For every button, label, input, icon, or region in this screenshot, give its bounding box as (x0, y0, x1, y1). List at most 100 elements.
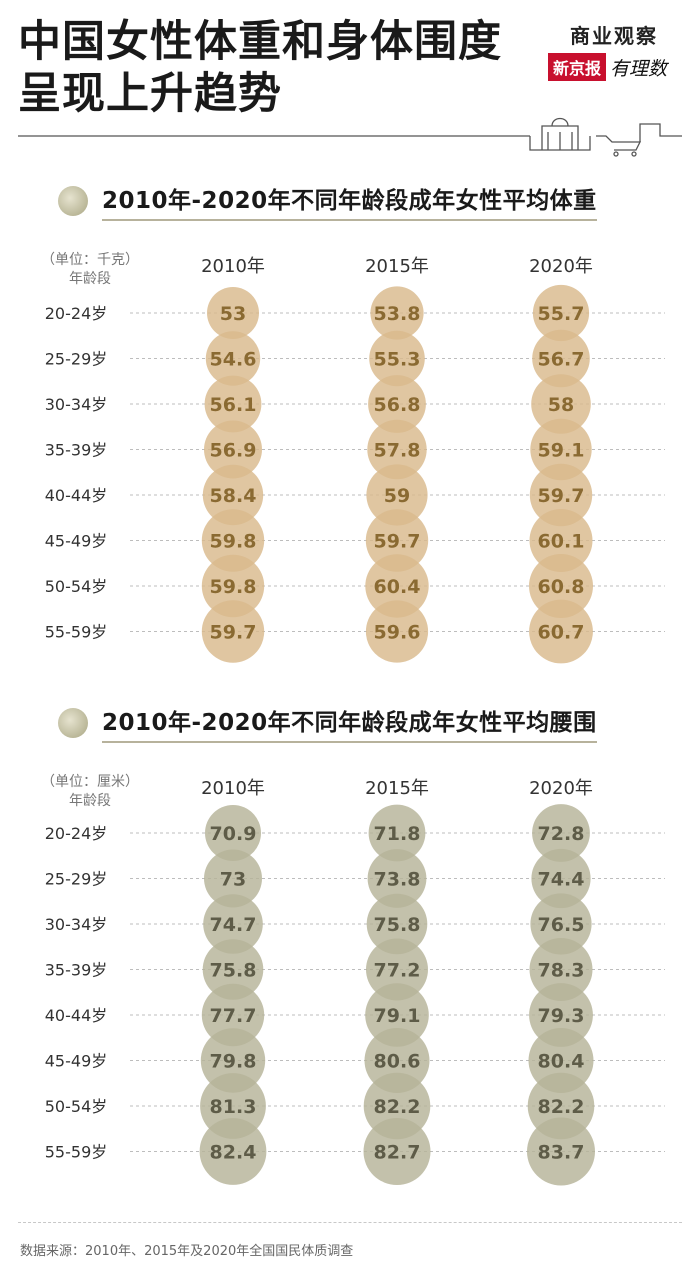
data-value-label: 60.4 (374, 576, 421, 598)
year-header: 2015年 (365, 256, 429, 277)
data-bubble (204, 849, 262, 908)
data-value-label: 60.8 (538, 576, 585, 598)
data-value-label: 72.8 (538, 823, 585, 845)
year-header: 2010年 (201, 778, 265, 799)
brand-logo: 商业观察 新京报 有理数 (548, 20, 680, 81)
data-bubble (529, 983, 593, 1047)
data-bubble (363, 1118, 431, 1185)
shopping-cart-icon (596, 123, 682, 157)
data-value-label: 82.4 (210, 1142, 257, 1164)
brand-script-label: 有理数 (610, 57, 668, 80)
data-value-label: 60.1 (538, 531, 585, 553)
age-group-label: 30-34岁 (45, 915, 108, 934)
data-bubble (201, 600, 265, 663)
weight-section-header: 2010年-2020年不同年龄段成年女性平均体重 (58, 181, 597, 221)
footer-divider (18, 1222, 682, 1223)
header-decoration (18, 117, 682, 157)
data-bubble (529, 599, 593, 664)
data-bubble (365, 983, 429, 1047)
brand-red-label: 新京报 (548, 53, 607, 81)
data-bubble (529, 509, 593, 572)
data-bubble (529, 938, 593, 1001)
data-value-label: 71.8 (374, 823, 421, 845)
data-bubble (528, 1028, 594, 1093)
data-value-label: 59.7 (538, 485, 585, 507)
age-group-label: 35-39岁 (45, 961, 108, 980)
data-bubble (207, 287, 259, 339)
age-group-label: 35-39岁 (45, 441, 108, 460)
age-group-label: 40-44岁 (45, 1006, 108, 1025)
brand-sub: 新京报 有理数 (548, 53, 680, 81)
data-value-label: 79.3 (538, 1005, 585, 1027)
data-value-label: 82.2 (538, 1096, 585, 1118)
data-value-label: 79.8 (210, 1051, 257, 1073)
data-bubble (367, 419, 427, 480)
data-value-label: 56.9 (210, 440, 257, 462)
year-header: 2020年 (529, 778, 593, 799)
data-bubble (368, 804, 426, 862)
data-value-label: 82.7 (374, 1142, 421, 1164)
data-bubble (205, 805, 261, 861)
year-header: 2010年 (201, 256, 265, 277)
data-bubble (366, 464, 428, 526)
weight-chart: （单位：千克） 年龄段 2010年 2015年 2020年 20-24岁 25-29岁 30-… (41, 252, 665, 664)
age-group-label: 25-29岁 (45, 350, 108, 369)
weight-section-dot-icon (58, 186, 88, 216)
age-group-label: 50-54岁 (45, 1097, 108, 1116)
data-value-label: 75.8 (374, 914, 421, 936)
data-value-label: 58.4 (210, 485, 257, 507)
page-title-line-1: 中国女性体重和身体围度 (18, 17, 502, 67)
data-value-label: 74.4 (538, 869, 585, 891)
data-value-label: 74.7 (210, 914, 257, 936)
data-bubble (365, 509, 429, 572)
data-value-label: 80.4 (538, 1051, 585, 1073)
age-group-label: 45-49岁 (45, 532, 108, 551)
data-value-label: 57.8 (374, 440, 421, 462)
data-value-label: 59.7 (210, 622, 257, 644)
waist-section-title: 2010年-2020年不同年龄段成年女性平均腰围 (102, 703, 597, 743)
data-bubble (201, 554, 265, 618)
data-value-label: 59.6 (374, 622, 421, 644)
data-value-label: 53.8 (374, 303, 421, 325)
data-bubble (367, 849, 427, 908)
age-group-label: 45-49岁 (45, 1052, 108, 1071)
unit-label: （单位：厘米） (41, 774, 139, 790)
data-bubble (532, 284, 590, 342)
year-header: 2020年 (529, 256, 593, 277)
data-bubble (530, 893, 592, 955)
data-value-label: 82.2 (374, 1096, 421, 1118)
data-value-label: 55.3 (374, 349, 421, 371)
data-source: 数据来源：2010年、2015年及2020年全国国民体质调查 (20, 1244, 354, 1259)
data-value-label: 80.6 (374, 1051, 421, 1073)
age-group-label: 20-24岁 (45, 304, 108, 323)
data-bubble (202, 939, 264, 1000)
row-header-label: 年龄段 (69, 271, 111, 287)
age-group-label: 55-59岁 (45, 1143, 108, 1162)
brand-name: 商业观察 (570, 24, 658, 48)
shopping-bag-icon (529, 117, 591, 151)
data-value-label: 59 (384, 485, 410, 507)
age-group-label: 30-34岁 (45, 395, 108, 414)
waist-section-dot-icon (58, 708, 88, 738)
data-value-label: 59.7 (374, 531, 421, 553)
data-value-label: 77.2 (374, 960, 421, 982)
data-value-label: 60.7 (538, 622, 585, 644)
data-value-label: 81.3 (210, 1096, 257, 1118)
data-bubble (530, 418, 592, 481)
data-bubble (202, 464, 264, 526)
weight-section-title: 2010年-2020年不同年龄段成年女性平均体重 (102, 181, 597, 221)
data-value-label: 59.1 (538, 440, 585, 462)
data-value-label: 70.9 (210, 823, 257, 845)
waist-chart: （单位：厘米） 年龄段 2010年 2015年 2020年 20-24岁 25-29岁 30-… (41, 774, 665, 1186)
data-bubble (527, 1117, 595, 1186)
data-value-label: 54.6 (210, 349, 257, 371)
data-bubble (365, 600, 429, 663)
data-value-label: 77.7 (210, 1005, 257, 1027)
data-value-label: 56.8 (374, 394, 421, 416)
data-bubble (529, 463, 593, 527)
data-bubble (205, 331, 261, 386)
data-bubble (368, 375, 426, 433)
data-value-label: 59.8 (210, 531, 257, 553)
page-title-line-2: 呈现上升趋势 (18, 69, 282, 119)
waist-section-header: 2010年-2020年不同年龄段成年女性平均腰围 (58, 703, 597, 743)
